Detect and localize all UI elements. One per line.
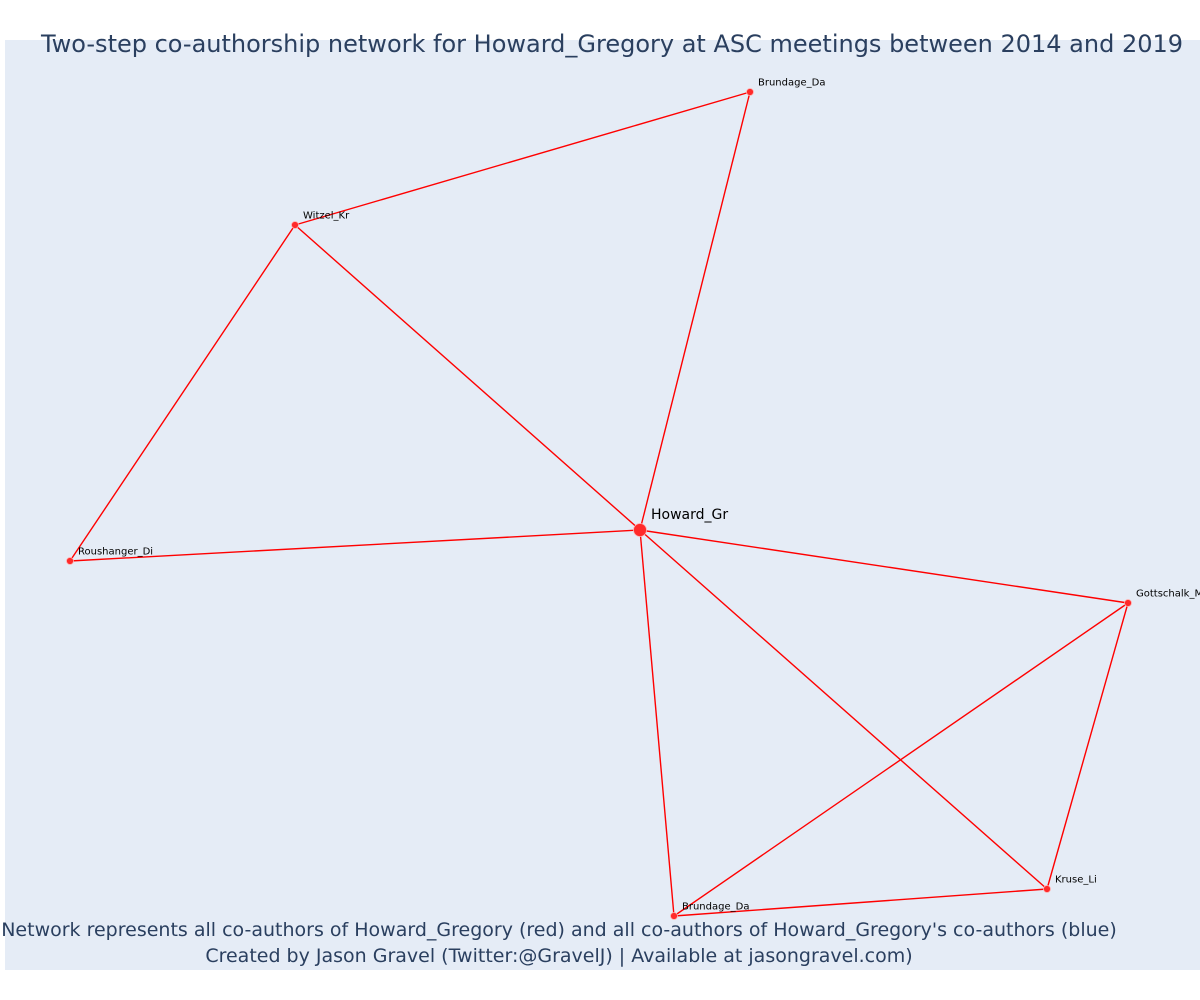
node-label: Gottschalk_M: [1136, 589, 1200, 600]
node-howard[interactable]: Howard_Gr: [633, 507, 729, 537]
node-label: Brundage_Da: [682, 902, 749, 913]
node-roushanger[interactable]: Roushanger_Di: [66, 547, 154, 565]
edge-kruse-brundage_bottom: [673, 888, 1048, 917]
node-label: Kruse_Li: [1055, 875, 1097, 886]
node-label: Brundage_Da: [758, 78, 825, 89]
node-label: Roushanger_Di: [78, 547, 153, 558]
edge-gottschalk-brundage_bottom: [673, 602, 1129, 917]
node-label: Witzel_Kr: [303, 211, 350, 222]
caption-line-2: Created by Jason Gravel (Twitter:@Gravel…: [205, 945, 913, 967]
edge-witzel-roushanger: [69, 224, 296, 562]
plot-area: [5, 40, 1200, 970]
node-marker[interactable]: [633, 523, 647, 537]
node-gottschalk[interactable]: Gottschalk_M: [1124, 589, 1200, 607]
node-marker[interactable]: [746, 88, 754, 96]
node-kruse[interactable]: Kruse_Li: [1043, 875, 1097, 893]
edge-witzel-howard: [294, 224, 641, 531]
edge-howard-gottschalk: [639, 529, 1129, 604]
nodes-layer: Howard_Gr Brundage_Da Witzel_Kr Roushanger_…: [66, 78, 1200, 920]
node-marker[interactable]: [1043, 885, 1051, 893]
node-marker[interactable]: [291, 221, 299, 229]
caption-line-1: Network represents all co-authors of How…: [1, 919, 1117, 941]
node-witzel[interactable]: Witzel_Kr: [291, 211, 351, 229]
node-marker[interactable]: [1124, 599, 1132, 607]
chart-title: Two-step co-authorship network for Howar…: [40, 30, 1184, 58]
edge-howard-kruse: [639, 529, 1048, 890]
node-label: Howard_Gr: [651, 507, 728, 523]
edges-layer: [69, 91, 1129, 917]
edge-gottschalk-kruse: [1046, 602, 1129, 890]
node-brundage_bottom[interactable]: Brundage_Da: [670, 902, 750, 920]
node-brundage_top[interactable]: Brundage_Da: [746, 78, 826, 96]
edge-roushanger-howard: [69, 529, 641, 562]
edge-brundage_top-howard: [639, 91, 751, 531]
node-marker[interactable]: [66, 557, 74, 565]
edge-witzel-brundage_top: [294, 91, 751, 226]
node-marker[interactable]: [670, 912, 678, 920]
edge-howard-brundage_bottom: [639, 529, 675, 917]
